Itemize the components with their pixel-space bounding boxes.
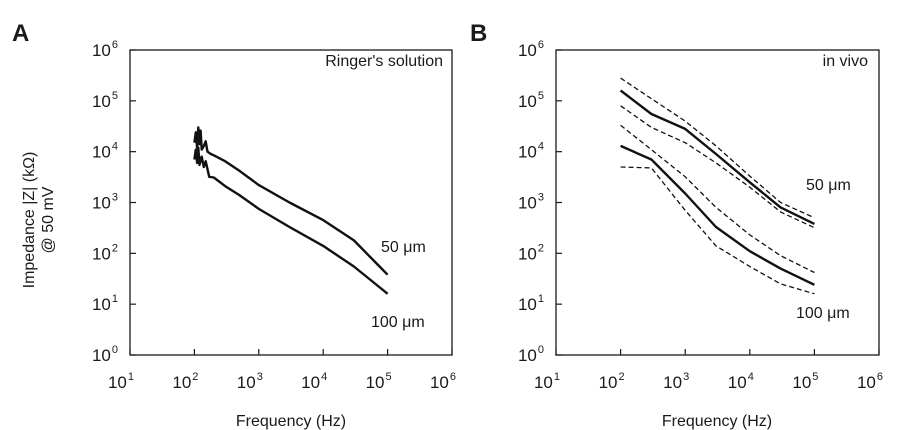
- panel-b-x-tick-label-3: 103: [663, 371, 689, 392]
- panel-b-lines: [619, 77, 815, 295]
- panel-b-x-tick-exponent-6: 6: [877, 371, 883, 383]
- panel-b-x-tick-label-2: 102: [599, 371, 625, 392]
- panel-a-y-tick-label-6: 106: [92, 39, 118, 60]
- panel-b-x-tick-exponent-5: 5: [812, 371, 818, 383]
- panel-a-y-tick-label-3: 103: [92, 192, 118, 213]
- panel-a-y-tick-label-0: 100: [92, 344, 118, 365]
- y-axis-title: Impedance |Z| (kΩ) @ 50 mV: [21, 152, 57, 289]
- panel-b-y-tick-exponent-1: 1: [538, 293, 544, 305]
- panel-a-label-50um: 50 μm: [381, 239, 426, 256]
- panel-b-label-100um: 100 μm: [796, 305, 850, 322]
- panel-a-y-tick-exponent-1: 1: [112, 293, 118, 305]
- panel-a-lines: [193, 126, 389, 295]
- panel-b-x-tick-exponent-4: 4: [748, 371, 754, 383]
- panel-a-x-tick-exponent-2: 2: [192, 371, 198, 383]
- panel-b-series-100-um: [620, 144, 815, 286]
- panel-a-x-axis-title: Frequency (Hz): [236, 413, 346, 430]
- panel-b-x-tick-exponent-2: 2: [618, 371, 624, 383]
- panel-b-annotation: in vivo: [823, 53, 868, 70]
- panel-a-x-tick-label-4: 104: [301, 371, 327, 392]
- panel-a-letter: A: [12, 20, 29, 47]
- panel-a-y-tick-label-4: 104: [92, 141, 118, 162]
- panel-a-y-tick-exponent-5: 5: [112, 90, 118, 102]
- panel-b-series-100-um-upper: [620, 124, 815, 274]
- y-axis-title-line1: Impedance |Z| (kΩ): [21, 152, 38, 289]
- panel-a-y-tick-exponent-2: 2: [112, 242, 118, 254]
- panel-a-x-tick-label-5: 105: [366, 371, 392, 392]
- panel-a-x-tick-label-2: 102: [172, 371, 198, 392]
- panel-b-y-tick-label-2: 102: [518, 242, 544, 263]
- panel-a-y-tick-exponent-3: 3: [112, 192, 118, 204]
- panel-a-annotation: Ringer's solution: [325, 53, 443, 70]
- panel-b-y-tick-label-5: 105: [518, 90, 544, 111]
- panel-b-x-tick-label-1: 101: [534, 371, 560, 392]
- panel-a-y-tick-label-2: 102: [92, 242, 118, 263]
- panel-b-y-tick-label-3: 103: [518, 192, 544, 213]
- panel-b-x-tick-label-4: 104: [728, 371, 754, 392]
- panel-b-y-tick-exponent-4: 4: [538, 141, 544, 153]
- panel-b-y-tick-exponent-0: 0: [538, 344, 544, 356]
- panel-a-series-100-um: [193, 146, 389, 295]
- panel-a-x-tick-exponent-1: 1: [128, 371, 134, 383]
- panel-b-y-tick-label-1: 101: [518, 293, 544, 314]
- panel-a-label-100um: 100 μm: [371, 314, 425, 331]
- panel-b-series-50-um-upper: [620, 77, 815, 219]
- panel-a-y-tick-exponent-6: 6: [112, 39, 118, 51]
- panel-a-x-tick-exponent-6: 6: [450, 371, 456, 383]
- panel-a-x-tick-label-1: 101: [108, 371, 134, 392]
- panel-a-x-tick-exponent-4: 4: [321, 371, 327, 383]
- panel-a-y-tick-label-1: 101: [92, 293, 118, 314]
- panel-b-x-axis-title: Frequency (Hz): [662, 413, 772, 430]
- panel-b-letter: B: [470, 20, 487, 47]
- panel-b-series-50-um-lower: [620, 105, 815, 229]
- panel-a-series-50-um: [193, 126, 389, 276]
- panel-b-plot: 101 102 103 104 105 106100101102103104105106 …: [518, 39, 883, 430]
- panel-b-x-tick-exponent-3: 3: [683, 371, 689, 383]
- panel-b-y-tick-exponent-3: 3: [538, 192, 544, 204]
- panel-b-y-tick-label-4: 104: [518, 141, 544, 162]
- panel-a-x-tick-exponent-5: 5: [385, 371, 391, 383]
- panel-b-x-tick-label-5: 105: [792, 371, 818, 392]
- panel-b-series-50-um: [619, 89, 815, 225]
- panel-a-x-tick-label-3: 103: [237, 371, 263, 392]
- panel-b-y-tick-exponent-2: 2: [538, 242, 544, 254]
- panel-b-y-tick-label-6: 106: [518, 39, 544, 60]
- panel-b-label-50um: 50 μm: [806, 177, 851, 194]
- panel-a-x-tick-exponent-3: 3: [257, 371, 263, 383]
- panel-b-x-tick-exponent-1: 1: [554, 371, 560, 383]
- panel-b-series-100-um-lower: [620, 166, 815, 295]
- panel-b-y-tick-exponent-5: 5: [538, 90, 544, 102]
- panel-a-plot: 101 102 103 104 105 106100101102103104105106 …: [92, 39, 456, 430]
- y-axis-title-line2: @ 50 mV: [40, 186, 57, 253]
- panel-a-y-tick-label-5: 105: [92, 90, 118, 111]
- panel-a-x-tick-label-6: 106: [430, 371, 456, 392]
- panel-a-y-tick-exponent-0: 0: [112, 344, 118, 356]
- panel-a-y-tick-exponent-4: 4: [112, 141, 118, 153]
- panel-b-x-tick-label-6: 106: [857, 371, 883, 392]
- panel-b-y-tick-exponent-6: 6: [538, 39, 544, 51]
- panel-b-y-tick-label-0: 100: [518, 344, 544, 365]
